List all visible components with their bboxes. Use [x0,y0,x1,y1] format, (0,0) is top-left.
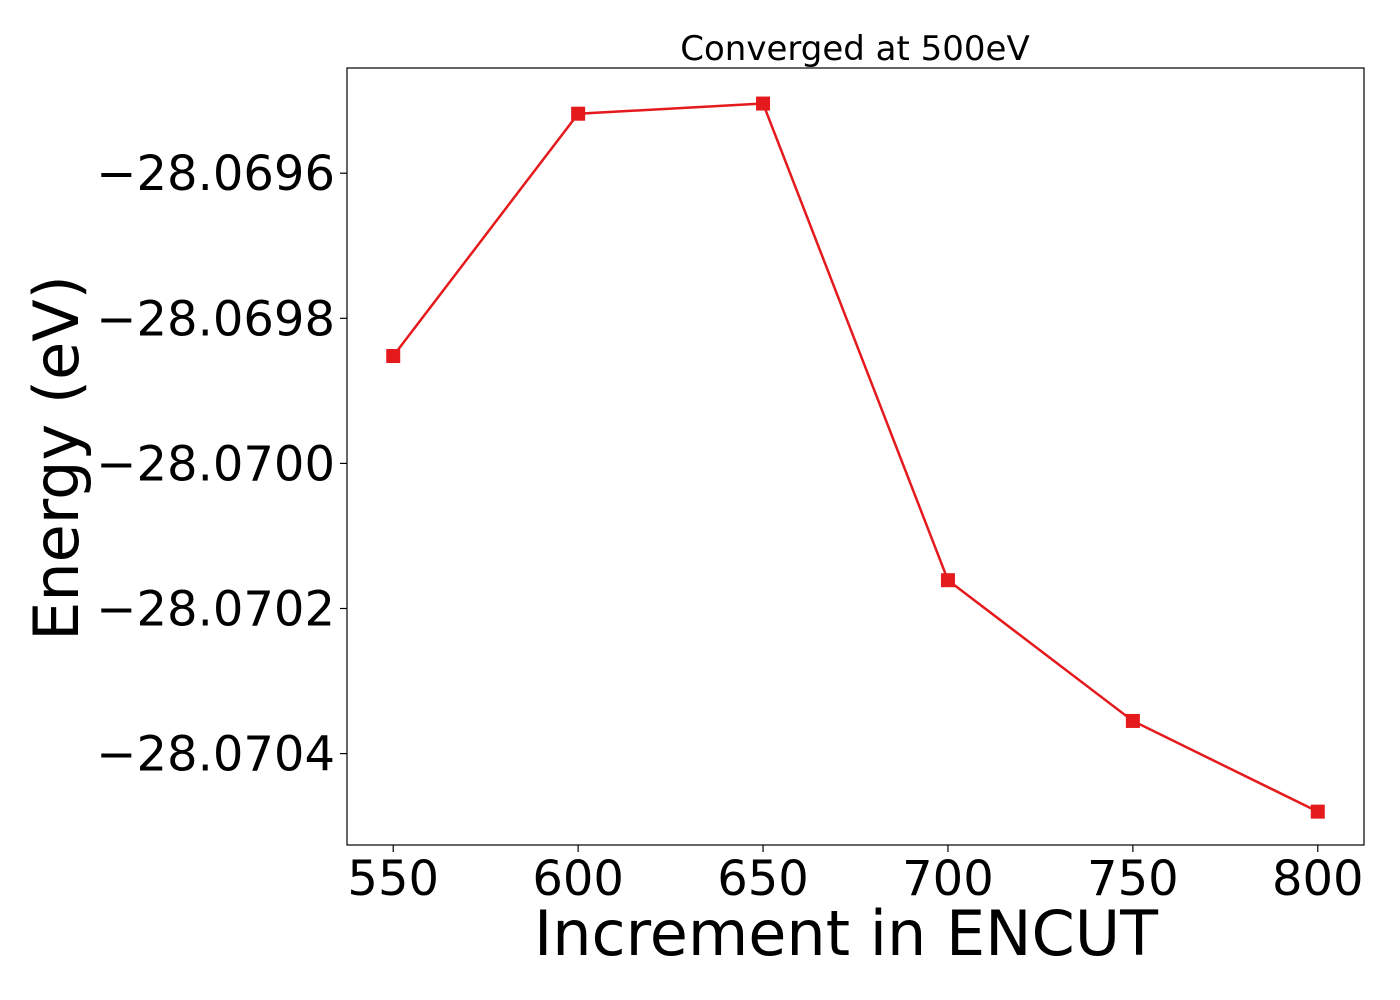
y-tick-label: −28.0704 [96,727,335,783]
y-axis: −28.0696 −28.0698 −28.0700 −28.0702 −28.0704 [96,146,347,783]
x-axis: 550 600 650 700 750 800 [347,845,1364,907]
y-tick-label: −28.0702 [96,581,335,637]
plot-frame [346,67,1365,846]
x-tick-label: 650 [717,851,809,907]
x-tick-label: 700 [902,851,994,907]
y-tick-label: −28.0698 [96,291,335,347]
y-tick-label: −28.0696 [96,146,335,202]
x-tick-label: 550 [347,851,439,907]
x-axis-label: Increment in ENCUT [534,897,1159,970]
data-point-marker [386,349,401,364]
y-tick-label: −28.0700 [96,436,335,492]
x-tick-label: 600 [532,851,624,907]
x-tick-label: 750 [1087,851,1179,907]
chart-title: Converged at 500eV [680,29,1029,69]
plot-area [346,67,1365,846]
data-point-marker [756,96,771,111]
data-point-marker [1310,804,1325,819]
x-tick-label: 800 [1272,851,1364,907]
data-point-marker [940,573,955,588]
series-line [392,102,1319,813]
y-axis-label: Energy (eV) [20,275,93,641]
series-group [386,96,1325,819]
data-point-marker [571,106,586,121]
data-point-marker [1125,713,1140,728]
